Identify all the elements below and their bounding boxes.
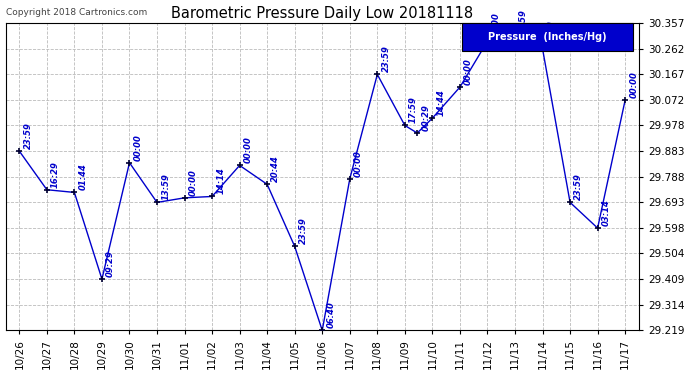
Text: Copyright 2018 Cartronics.com: Copyright 2018 Cartronics.com bbox=[6, 8, 147, 17]
Text: 00:00: 00:00 bbox=[134, 134, 143, 160]
Text: 09:29: 09:29 bbox=[106, 250, 115, 277]
Text: 00:00: 00:00 bbox=[464, 58, 473, 85]
Text: 13:59: 13:59 bbox=[161, 173, 170, 200]
Text: 00:00: 00:00 bbox=[546, 20, 555, 46]
FancyBboxPatch shape bbox=[462, 23, 633, 51]
Text: 20:44: 20:44 bbox=[271, 155, 280, 182]
Text: 00:00: 00:00 bbox=[492, 12, 501, 39]
Text: 00:00: 00:00 bbox=[354, 150, 363, 177]
Text: 23:59: 23:59 bbox=[574, 173, 583, 200]
Text: 14:44: 14:44 bbox=[437, 89, 446, 116]
Text: 17:59: 17:59 bbox=[409, 96, 418, 123]
Text: 23:59: 23:59 bbox=[299, 217, 308, 244]
Text: 00:00: 00:00 bbox=[189, 169, 198, 196]
Text: 06:40: 06:40 bbox=[326, 302, 335, 328]
Text: 01:44: 01:44 bbox=[79, 164, 88, 190]
Text: 23:59: 23:59 bbox=[519, 9, 528, 36]
Text: 14:14: 14:14 bbox=[216, 167, 225, 194]
Text: 03:14: 03:14 bbox=[602, 199, 611, 226]
Text: 00:29: 00:29 bbox=[422, 104, 431, 131]
Text: 23:59: 23:59 bbox=[382, 45, 391, 72]
Text: 16:29: 16:29 bbox=[51, 160, 60, 188]
Text: 00:00: 00:00 bbox=[629, 71, 638, 98]
Title: Barometric Pressure Daily Low 20181118: Barometric Pressure Daily Low 20181118 bbox=[171, 6, 473, 21]
Text: 23:59: 23:59 bbox=[23, 122, 32, 149]
Text: Pressure  (Inches/Hg): Pressure (Inches/Hg) bbox=[488, 32, 607, 42]
Text: 00:00: 00:00 bbox=[244, 136, 253, 163]
